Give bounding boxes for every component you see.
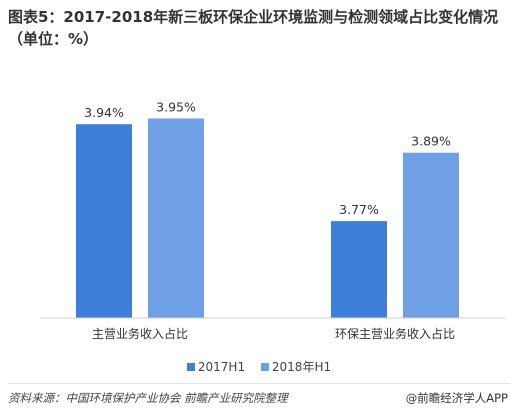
bar-2018年H1-1 — [403, 152, 459, 318]
bar-2017H1-1 — [331, 221, 387, 318]
bar-2017H1-0 — [76, 124, 132, 318]
legend-item-2018: 2018年H1 — [260, 358, 332, 375]
category-label-0: 主营业务收入占比 — [92, 326, 188, 341]
legend-label-2017: 2017H1 — [197, 360, 246, 374]
footer-divider — [8, 383, 510, 384]
legend-label-2018: 2018年H1 — [271, 360, 332, 374]
legend: 2017H1 2018年H1 — [0, 358, 518, 375]
data-label-2017H1-1: 3.77% — [339, 202, 379, 217]
bar-2018年H1-0 — [148, 118, 204, 318]
legend-swatch-2017 — [186, 363, 195, 371]
data-label-2017H1-0: 3.94% — [84, 105, 124, 120]
source-note: 资料来源：中国环境保护产业协会 前瞻产业研究院整理 — [8, 391, 288, 405]
data-label-2018年H1-1: 3.89% — [411, 134, 451, 149]
legend-swatch-2018 — [260, 363, 269, 371]
category-label-1: 环保主营业务收入占比 — [335, 326, 455, 341]
chart-title: 图表5：2017-2018年新三板环保企业环境监测与检测领域占比变化情况（单位：… — [8, 8, 499, 48]
data-label-2018年H1-0: 3.95% — [156, 100, 196, 115]
legend-item-2017: 2017H1 — [186, 360, 246, 374]
brand-label: @前瞻经济学人APP — [405, 391, 508, 405]
